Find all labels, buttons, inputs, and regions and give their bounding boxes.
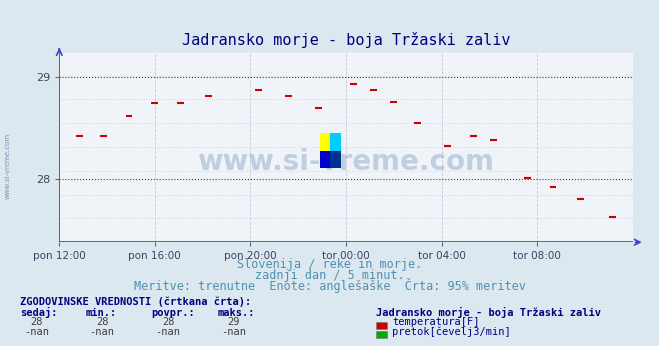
Text: temperatura[F]: temperatura[F] [392, 317, 480, 327]
Bar [330, 151, 341, 168]
Text: povpr.:: povpr.: [152, 308, 195, 318]
Text: www.si-vreme.com: www.si-vreme.com [5, 133, 11, 199]
Text: Meritve: trenutne  Enote: anglešaške  Črta: 95% meritev: Meritve: trenutne Enote: anglešaške Črta… [134, 277, 525, 293]
Bar [320, 151, 330, 168]
Bar [320, 133, 330, 151]
Text: -nan: -nan [24, 327, 49, 337]
Text: Slovenija / reke in morje.: Slovenija / reke in morje. [237, 258, 422, 271]
Text: -nan: -nan [90, 327, 115, 337]
Text: 28: 28 [162, 317, 174, 327]
Text: 28: 28 [30, 317, 42, 327]
Text: sedaj:: sedaj: [20, 307, 57, 318]
Bar [330, 133, 341, 151]
Text: -nan: -nan [221, 327, 246, 337]
Title: Jadransko morje - boja Tržaski zaliv: Jadransko morje - boja Tržaski zaliv [182, 32, 510, 48]
Text: 28: 28 [96, 317, 108, 327]
Text: ZGODOVINSKE VREDNOSTI (črtkana črta):: ZGODOVINSKE VREDNOSTI (črtkana črta): [20, 297, 251, 307]
Text: 29: 29 [228, 317, 240, 327]
Text: Jadransko morje - boja Tržaski zaliv: Jadransko morje - boja Tržaski zaliv [376, 307, 600, 318]
Text: min.:: min.: [86, 308, 117, 318]
Text: www.si-vreme.com: www.si-vreme.com [198, 148, 494, 176]
Text: maks.:: maks.: [217, 308, 255, 318]
Text: -nan: -nan [156, 327, 181, 337]
Text: zadnji dan / 5 minut.: zadnji dan / 5 minut. [254, 268, 405, 282]
Text: pretok[čevelj3/min]: pretok[čevelj3/min] [392, 326, 511, 337]
